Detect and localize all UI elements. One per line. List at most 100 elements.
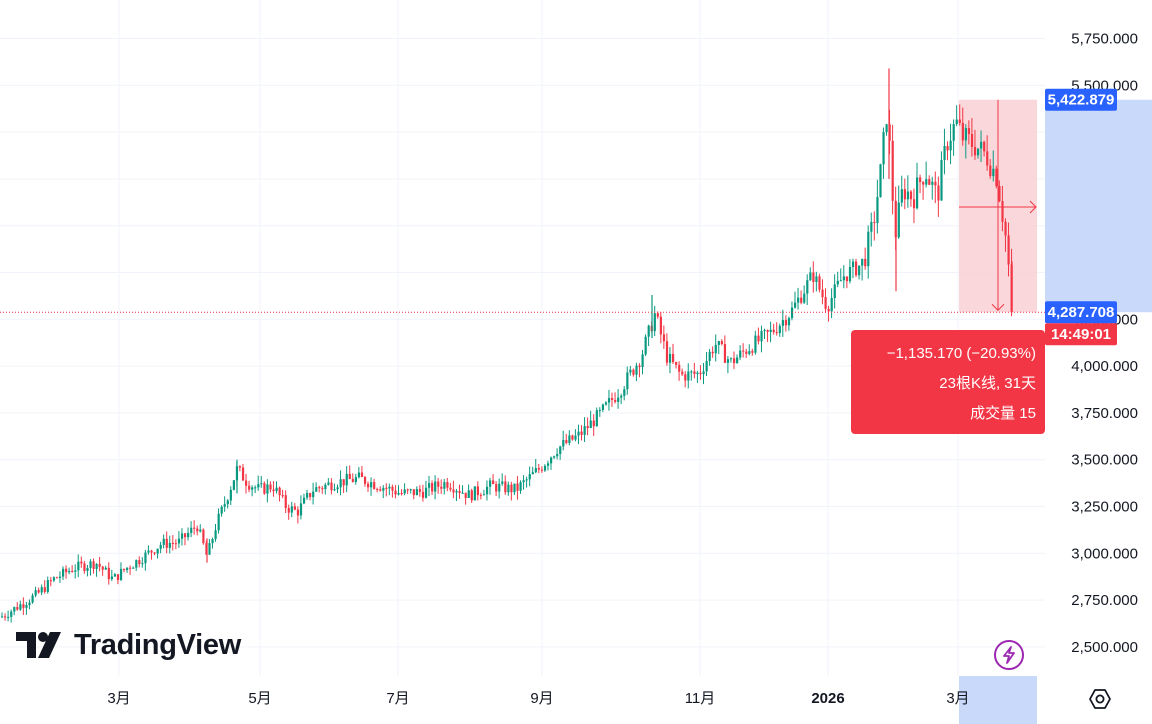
candle-body [446, 482, 449, 488]
candle-body [583, 426, 586, 435]
candle-body [68, 571, 71, 573]
candle-body [717, 341, 720, 345]
candle-body [510, 484, 513, 493]
candle-body [705, 360, 708, 372]
candle-body [885, 124, 888, 133]
candle-body [592, 420, 595, 427]
candle-body [617, 397, 620, 402]
candle-body [10, 611, 13, 617]
candle-body [28, 602, 31, 606]
candle-body [964, 128, 967, 141]
y-tick-label: 3,250.000 [1071, 499, 1138, 516]
candle-body [159, 544, 162, 549]
candle-body [1, 616, 4, 618]
candle-body [354, 477, 357, 482]
candle-body [46, 580, 49, 592]
candle-body [31, 595, 34, 603]
candle-body [879, 164, 882, 198]
candle-body [461, 492, 464, 494]
chart-settings-button[interactable] [1087, 686, 1113, 712]
candle-body [848, 266, 852, 282]
measure-change-text: −1,135.170 (−20.93%) [887, 345, 1036, 362]
x-tick-label: 3月 [946, 690, 969, 707]
candle-body [891, 140, 894, 201]
candle-body [376, 488, 379, 490]
candle-body [400, 492, 403, 494]
candle-body [635, 365, 638, 375]
candle-body [260, 483, 263, 485]
candle-body [711, 351, 714, 354]
time-axis[interactable]: 3月 5月 7月 9月 11月 2026 3月 [107, 676, 1037, 724]
measure-start-price-tag: 5,422.879 [1048, 92, 1115, 109]
candle-body [479, 495, 483, 497]
y-tick-label: 4,000.000 [1071, 358, 1138, 375]
candle-body [864, 258, 867, 267]
candle-body [385, 487, 388, 489]
price-axis[interactable]: 5,750.0005,500.0005,250.0005,000.0004,75… [1045, 31, 1152, 656]
measure-arrowhead-right [1029, 200, 1037, 214]
candle-body [830, 297, 833, 312]
candle-body [74, 570, 77, 572]
candle-body [607, 398, 611, 403]
x-tick-label: 3月 [107, 690, 130, 707]
candle-body [104, 567, 107, 570]
candle-body [58, 576, 62, 578]
candle-body [675, 362, 678, 365]
candle-body [644, 336, 647, 355]
measure-info-background [851, 330, 1045, 434]
candle-body [504, 481, 507, 493]
candle-body [967, 128, 971, 135]
candle-body [620, 395, 623, 398]
candle-body [232, 480, 235, 490]
candle-body [473, 486, 476, 501]
candle-body [623, 389, 626, 396]
candle-body [845, 276, 849, 282]
candle-body [177, 538, 181, 544]
candle-body [190, 527, 193, 533]
candle-body [52, 577, 56, 581]
candle-body [827, 308, 830, 312]
candle-body [4, 616, 7, 618]
candle-body [501, 481, 504, 484]
candle-body [62, 568, 65, 577]
candle-body [275, 487, 278, 492]
candle-body [187, 532, 190, 538]
candle-body [632, 369, 635, 375]
candle-body [986, 151, 989, 166]
candle-body [123, 568, 126, 571]
candle-body [556, 454, 559, 457]
candle-body [821, 289, 824, 298]
candle-body [55, 577, 59, 579]
candle-body [739, 350, 742, 358]
candle-body [421, 491, 425, 498]
candle-body [165, 538, 168, 548]
candle-body [733, 358, 736, 364]
candle-body [656, 313, 659, 317]
candle-body [409, 489, 412, 491]
candle-body [272, 489, 275, 492]
candle-body [525, 479, 528, 481]
y-tick-label: 3,000.000 [1071, 545, 1138, 562]
candle-body [687, 371, 690, 381]
candle-body [116, 574, 120, 580]
flash-button[interactable] [994, 640, 1024, 670]
measure-arrows [959, 99, 1037, 311]
candle-body [223, 504, 226, 507]
candle-body [25, 605, 28, 608]
last-price-tag-bg [1045, 301, 1117, 324]
candle-body [668, 353, 672, 363]
candle-body [665, 341, 669, 363]
candle-body [318, 487, 321, 489]
tradingview-logo[interactable]: TradingView [16, 626, 241, 664]
candle-body [787, 318, 791, 326]
candle-body [647, 325, 650, 337]
candle-body [458, 491, 461, 493]
candle-body [287, 508, 290, 513]
candle-body [132, 567, 135, 569]
candle-body [702, 371, 705, 375]
candle-body [489, 480, 492, 487]
candle-body [315, 487, 318, 492]
candle-body [431, 483, 434, 492]
candle-body [553, 456, 556, 458]
